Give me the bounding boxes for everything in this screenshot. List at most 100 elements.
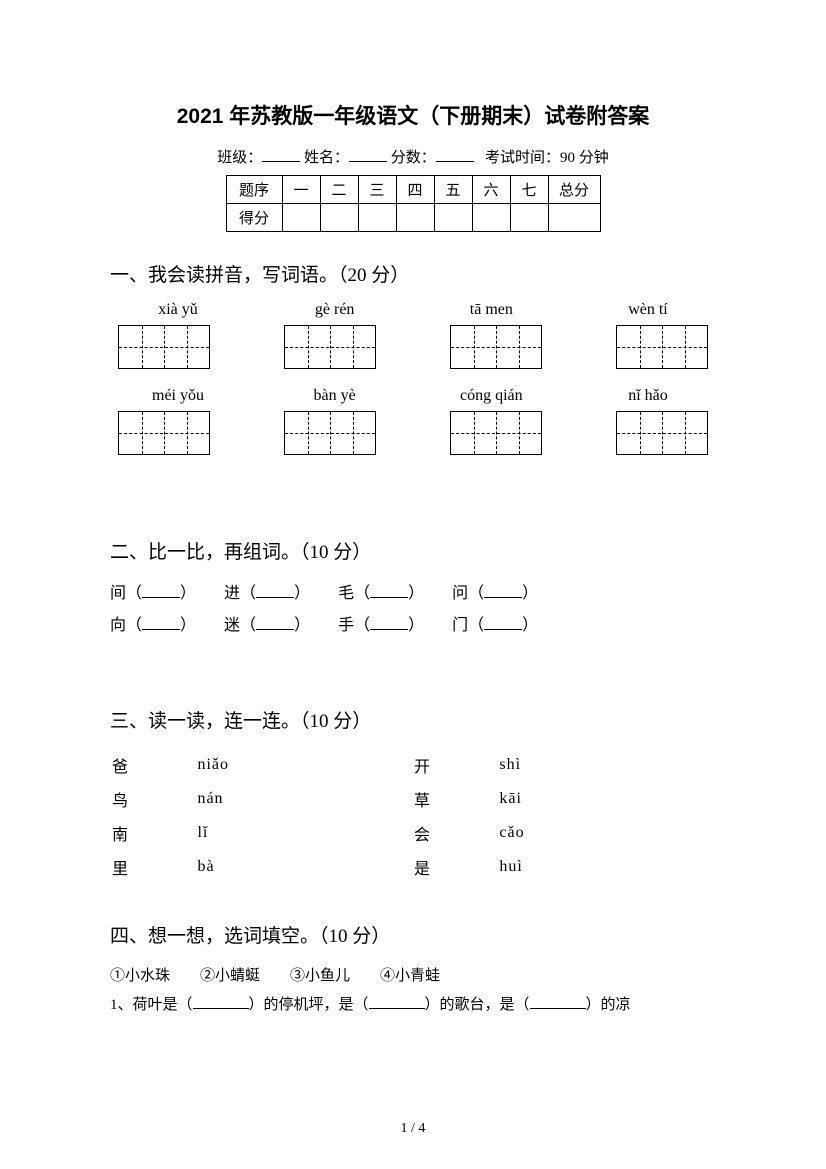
table-row: 南 lǐ 会 cǎo xyxy=(112,817,714,849)
match-pinyin: nán xyxy=(197,783,412,815)
char-grid[interactable] xyxy=(616,325,708,369)
td-blank[interactable] xyxy=(510,204,548,232)
fill-text: ）的歌台，是（ xyxy=(425,997,530,1013)
char-grid[interactable] xyxy=(450,325,542,369)
td-blank[interactable] xyxy=(434,204,472,232)
pinyin-item: méi yǒu xyxy=(118,387,238,405)
char-grid[interactable] xyxy=(284,411,376,455)
fill-text: ）的凉 xyxy=(586,997,631,1013)
td-blank[interactable] xyxy=(472,204,510,232)
match-pinyin: niǎo xyxy=(197,749,412,781)
paren-blank[interactable] xyxy=(484,597,522,598)
compare-char: 向 xyxy=(110,617,126,634)
section-4-heading: 四、想一想，选词填空。（10 分） xyxy=(110,921,716,948)
paren-blank[interactable] xyxy=(142,629,180,630)
fill-blank[interactable] xyxy=(369,1008,425,1009)
pinyin-item: xià yǔ xyxy=(118,301,238,319)
char-grid[interactable] xyxy=(616,411,708,455)
match-pinyin: kāi xyxy=(499,783,714,815)
match-char: 南 xyxy=(112,817,195,849)
char-grid[interactable] xyxy=(284,325,376,369)
options-line: ①小水珠 ②小蜻蜓 ③小鱼儿 ④小青蛙 xyxy=(110,962,716,991)
match-pinyin: bà xyxy=(197,851,412,883)
td-blank[interactable] xyxy=(548,204,600,232)
th-1: 一 xyxy=(282,176,320,204)
paren-blank[interactable] xyxy=(256,597,294,598)
name-label: 姓名： xyxy=(304,150,349,166)
class-label: 班级： xyxy=(217,150,262,166)
name-blank[interactable] xyxy=(349,147,387,162)
pinyin-row: méi yǒu bàn yè cóng qián nǐ hǎo xyxy=(110,387,716,405)
pinyin-item: bàn yè xyxy=(275,387,395,405)
form-line: 班级： 姓名： 分数： 考试时间：90 分钟 xyxy=(110,146,716,167)
pinyin-item: wèn tí xyxy=(588,301,708,319)
match-char: 是 xyxy=(414,851,497,883)
fill-line-1: 1、荷叶是（ ）的停机坪，是（ ）的歌台，是（ ）的凉 xyxy=(110,991,716,1020)
match-table: 爸 niǎo 开 shì 鸟 nán 草 kāi 南 lǐ 会 cǎo 里 bà… xyxy=(110,747,716,885)
score-blank[interactable] xyxy=(436,147,474,162)
td-blank[interactable] xyxy=(320,204,358,232)
paren-blank[interactable] xyxy=(370,597,408,598)
compare-char: 迷 xyxy=(224,617,240,634)
match-char: 爸 xyxy=(112,749,195,781)
compare-char: 门 xyxy=(452,617,468,634)
td-blank[interactable] xyxy=(282,204,320,232)
table-row: 题序 一 二 三 四 五 六 七 总分 xyxy=(226,176,600,204)
section-2-heading: 二、比一比，再组词。（10 分） xyxy=(110,537,716,564)
match-pinyin: shì xyxy=(499,749,714,781)
th-3: 三 xyxy=(358,176,396,204)
td-blank[interactable] xyxy=(396,204,434,232)
paren-blank[interactable] xyxy=(256,629,294,630)
pinyin-item: cóng qián xyxy=(431,387,551,405)
paren-blank[interactable] xyxy=(484,629,522,630)
section-1-heading: 一、我会读拼音，写词语。（20 分） xyxy=(110,260,716,287)
match-pinyin: cǎo xyxy=(499,817,714,849)
fill-blank[interactable] xyxy=(530,1008,586,1009)
td-blank[interactable] xyxy=(358,204,396,232)
pinyin-item: gè rén xyxy=(275,301,395,319)
pinyin-item: tā men xyxy=(431,301,551,319)
match-char: 会 xyxy=(414,817,497,849)
th-6: 六 xyxy=(472,176,510,204)
td-score-label: 得分 xyxy=(226,204,282,232)
score-table: 题序 一 二 三 四 五 六 七 总分 得分 xyxy=(226,175,601,232)
th-5: 五 xyxy=(434,176,472,204)
table-row: 鸟 nán 草 kāi xyxy=(112,783,714,815)
grid-row xyxy=(110,411,716,455)
class-blank[interactable] xyxy=(262,147,300,162)
char-grid[interactable] xyxy=(450,411,542,455)
fill-blank[interactable] xyxy=(193,1008,249,1009)
pinyin-row: xià yǔ gè rén tā men wèn tí xyxy=(110,301,716,319)
compare-char: 问 xyxy=(452,585,468,602)
pinyin-item: nǐ hǎo xyxy=(588,387,708,405)
match-char: 里 xyxy=(112,851,195,883)
page-title: 2021 年苏教版一年级语文（下册期末）试卷附答案 xyxy=(110,100,716,130)
exam-time: 考试时间：90 分钟 xyxy=(485,150,609,166)
compare-line-2: 向（） 迷（） 手（） 门（） xyxy=(110,610,716,642)
table-row: 爸 niǎo 开 shì xyxy=(112,749,714,781)
page-number: 1 / 4 xyxy=(0,1121,826,1137)
char-grid[interactable] xyxy=(118,325,210,369)
section-3-heading: 三、读一读，连一连。（10 分） xyxy=(110,706,716,733)
match-pinyin: huì xyxy=(499,851,714,883)
fill-text: ）的停机坪，是（ xyxy=(249,997,369,1013)
match-char: 开 xyxy=(414,749,497,781)
compare-char: 毛 xyxy=(338,585,354,602)
compare-char: 手 xyxy=(338,617,354,634)
compare-char: 进 xyxy=(224,585,240,602)
table-row: 得分 xyxy=(226,204,600,232)
table-row: 里 bà 是 huì xyxy=(112,851,714,883)
score-label: 分数： xyxy=(391,150,436,166)
char-grid[interactable] xyxy=(118,411,210,455)
th-2: 二 xyxy=(320,176,358,204)
th-total: 总分 xyxy=(548,176,600,204)
th-4: 四 xyxy=(396,176,434,204)
paren-blank[interactable] xyxy=(370,629,408,630)
match-pinyin: lǐ xyxy=(197,817,412,849)
paren-blank[interactable] xyxy=(142,597,180,598)
compare-char: 间 xyxy=(110,585,126,602)
match-char: 草 xyxy=(414,783,497,815)
fill-text: 1、荷叶是（ xyxy=(110,997,193,1013)
grid-row xyxy=(110,325,716,369)
match-char: 鸟 xyxy=(112,783,195,815)
